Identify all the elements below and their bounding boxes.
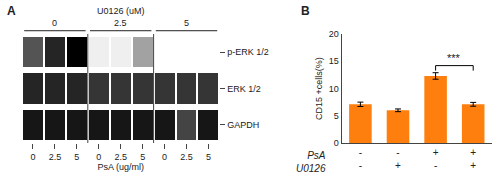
svg-text:0: 0 (52, 18, 57, 28)
svg-text:2.5: 2.5 (114, 18, 127, 28)
svg-text:5: 5 (74, 152, 79, 162)
svg-text:GAPDH: GAPDH (227, 120, 259, 130)
svg-text:2.5: 2.5 (114, 152, 127, 162)
svg-text:--: -- (359, 147, 362, 171)
svg-text:0: 0 (334, 138, 339, 148)
svg-text:2.5: 2.5 (49, 152, 62, 162)
svg-text:0: 0 (30, 152, 35, 162)
svg-text:-+: -+ (395, 147, 401, 171)
svg-text:15: 15 (329, 56, 339, 66)
svg-text:++: ++ (470, 147, 476, 171)
svg-text:PsAU0126: PsAU0126 (296, 150, 326, 174)
svg-text:0: 0 (96, 152, 101, 162)
svg-text:U0126 (uM): U0126 (uM) (97, 6, 145, 16)
svg-text:5: 5 (184, 18, 189, 28)
svg-text:CD15 +cells(%): CD15 +cells(%) (314, 57, 324, 120)
svg-text:ERK 1/2: ERK 1/2 (227, 84, 261, 94)
svg-text:5: 5 (206, 152, 211, 162)
svg-text:p-ERK 1/2: p-ERK 1/2 (227, 47, 269, 57)
svg-text:5: 5 (334, 111, 339, 121)
svg-text:A: A (7, 4, 16, 18)
svg-text:20: 20 (329, 29, 339, 39)
svg-text:B: B (301, 4, 310, 18)
svg-text:0: 0 (162, 152, 167, 162)
svg-text:2.5: 2.5 (180, 152, 193, 162)
svg-text:***: *** (447, 52, 461, 64)
svg-text:10: 10 (329, 84, 339, 94)
svg-text:PsA (ug/ml): PsA (ug/ml) (97, 162, 144, 172)
svg-text:5: 5 (140, 152, 145, 162)
svg-text:+-: +- (433, 147, 439, 171)
